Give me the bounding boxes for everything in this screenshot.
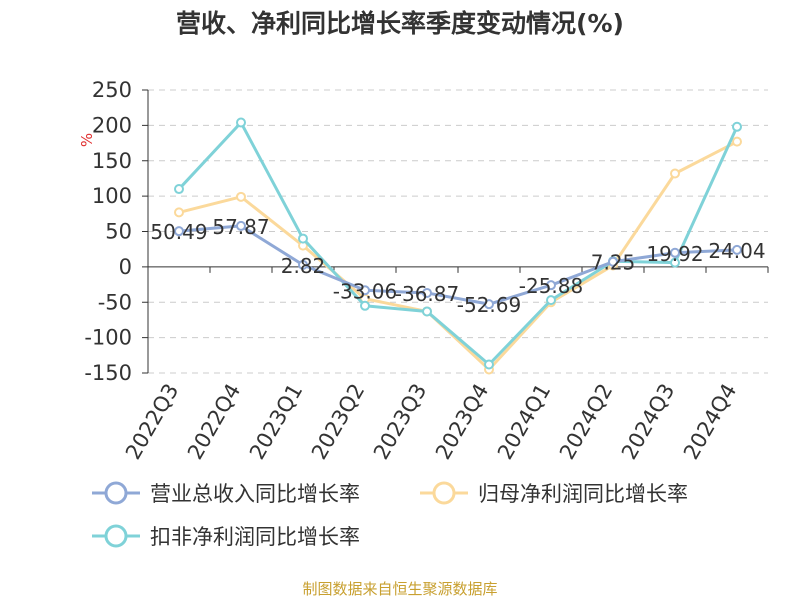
chart-title: 营收、净利同比增长率季度变动情况(%) [176, 9, 624, 38]
data-point [732, 244, 742, 255]
y-tick-label: 150 [92, 149, 132, 173]
data-point [422, 306, 432, 317]
data-label: -33.06 [333, 279, 397, 303]
data-point [484, 299, 494, 310]
x-tick-label: 2022Q3 [121, 380, 183, 464]
data-point [236, 191, 246, 202]
data-point [360, 285, 370, 296]
data-point [670, 257, 680, 268]
legend-marker [104, 481, 128, 505]
data-point [670, 168, 680, 179]
data-label: 19.92 [646, 242, 703, 266]
data-point [236, 220, 246, 231]
x-tick-label: 2023Q4 [431, 380, 493, 464]
series-line [177, 121, 739, 367]
data-point [298, 259, 308, 270]
legend-label: 归母净利润同比增长率 [478, 482, 688, 506]
x-tick-label: 2023Q2 [307, 380, 369, 464]
data-label: 2.82 [281, 254, 326, 278]
data-label: 50.49 [150, 220, 207, 244]
data-point [298, 233, 308, 244]
legend-label: 扣非净利润同比增长率 [150, 525, 360, 549]
data-label: 57.87 [212, 215, 269, 239]
data-point [174, 207, 184, 218]
x-tick-label: 2023Q1 [245, 380, 307, 464]
data-source-note: 制图数据来自恒生聚源数据库 [302, 580, 498, 598]
data-point [732, 121, 742, 132]
data-label: 7.25 [591, 251, 636, 275]
series-line [178, 140, 738, 371]
legend-item: 扣非净利润同比增长率 [92, 524, 360, 549]
data-label: -36.87 [395, 282, 459, 306]
data-point [484, 359, 494, 370]
series-lines [174, 117, 742, 375]
series-line [178, 224, 738, 306]
x-tick-label: 2024Q3 [617, 380, 679, 464]
y-tick-label: 200 [92, 113, 132, 137]
x-tick-label: 2024Q2 [555, 380, 617, 464]
y-tick-label: -100 [84, 326, 132, 350]
y-axis-unit: % [78, 133, 96, 147]
data-label: 24.04 [708, 239, 765, 263]
series-1 [174, 220, 742, 310]
data-point [670, 247, 680, 258]
x-tick-label: 2023Q3 [369, 380, 431, 464]
y-tick-label: 250 [92, 78, 132, 102]
y-tick-label: 0 [119, 255, 132, 279]
data-point [608, 256, 618, 267]
y-tick-label: -50 [98, 290, 132, 314]
legend-item: 营业总收入同比增长率 [92, 481, 360, 506]
x-tick-label: 2024Q1 [493, 380, 555, 464]
data-point [422, 287, 432, 298]
legend-label: 营业总收入同比增长率 [150, 482, 360, 506]
data-point [546, 295, 556, 306]
data-point [360, 300, 370, 311]
data-point [174, 226, 184, 237]
x-tick-label: 2022Q4 [183, 380, 245, 464]
data-point [732, 136, 742, 147]
y-tick-label: 100 [92, 184, 132, 208]
legend-item: 归母净利润同比增长率 [420, 481, 688, 506]
data-point [236, 117, 246, 128]
data-point [546, 280, 556, 291]
data-point [174, 184, 184, 195]
data-labels: 50.49 57.87 2.82 -33.06-36.87-52.69-25.88 7.… [150, 215, 765, 317]
y-tick-label: 50 [105, 220, 132, 244]
legend-marker [432, 481, 456, 505]
data-label: -25.88 [519, 274, 583, 298]
legend-marker [104, 524, 128, 548]
x-tick-label: 2024Q4 [679, 380, 741, 464]
data-label: -52.69 [457, 293, 521, 317]
y-tick-label: -150 [84, 361, 132, 385]
